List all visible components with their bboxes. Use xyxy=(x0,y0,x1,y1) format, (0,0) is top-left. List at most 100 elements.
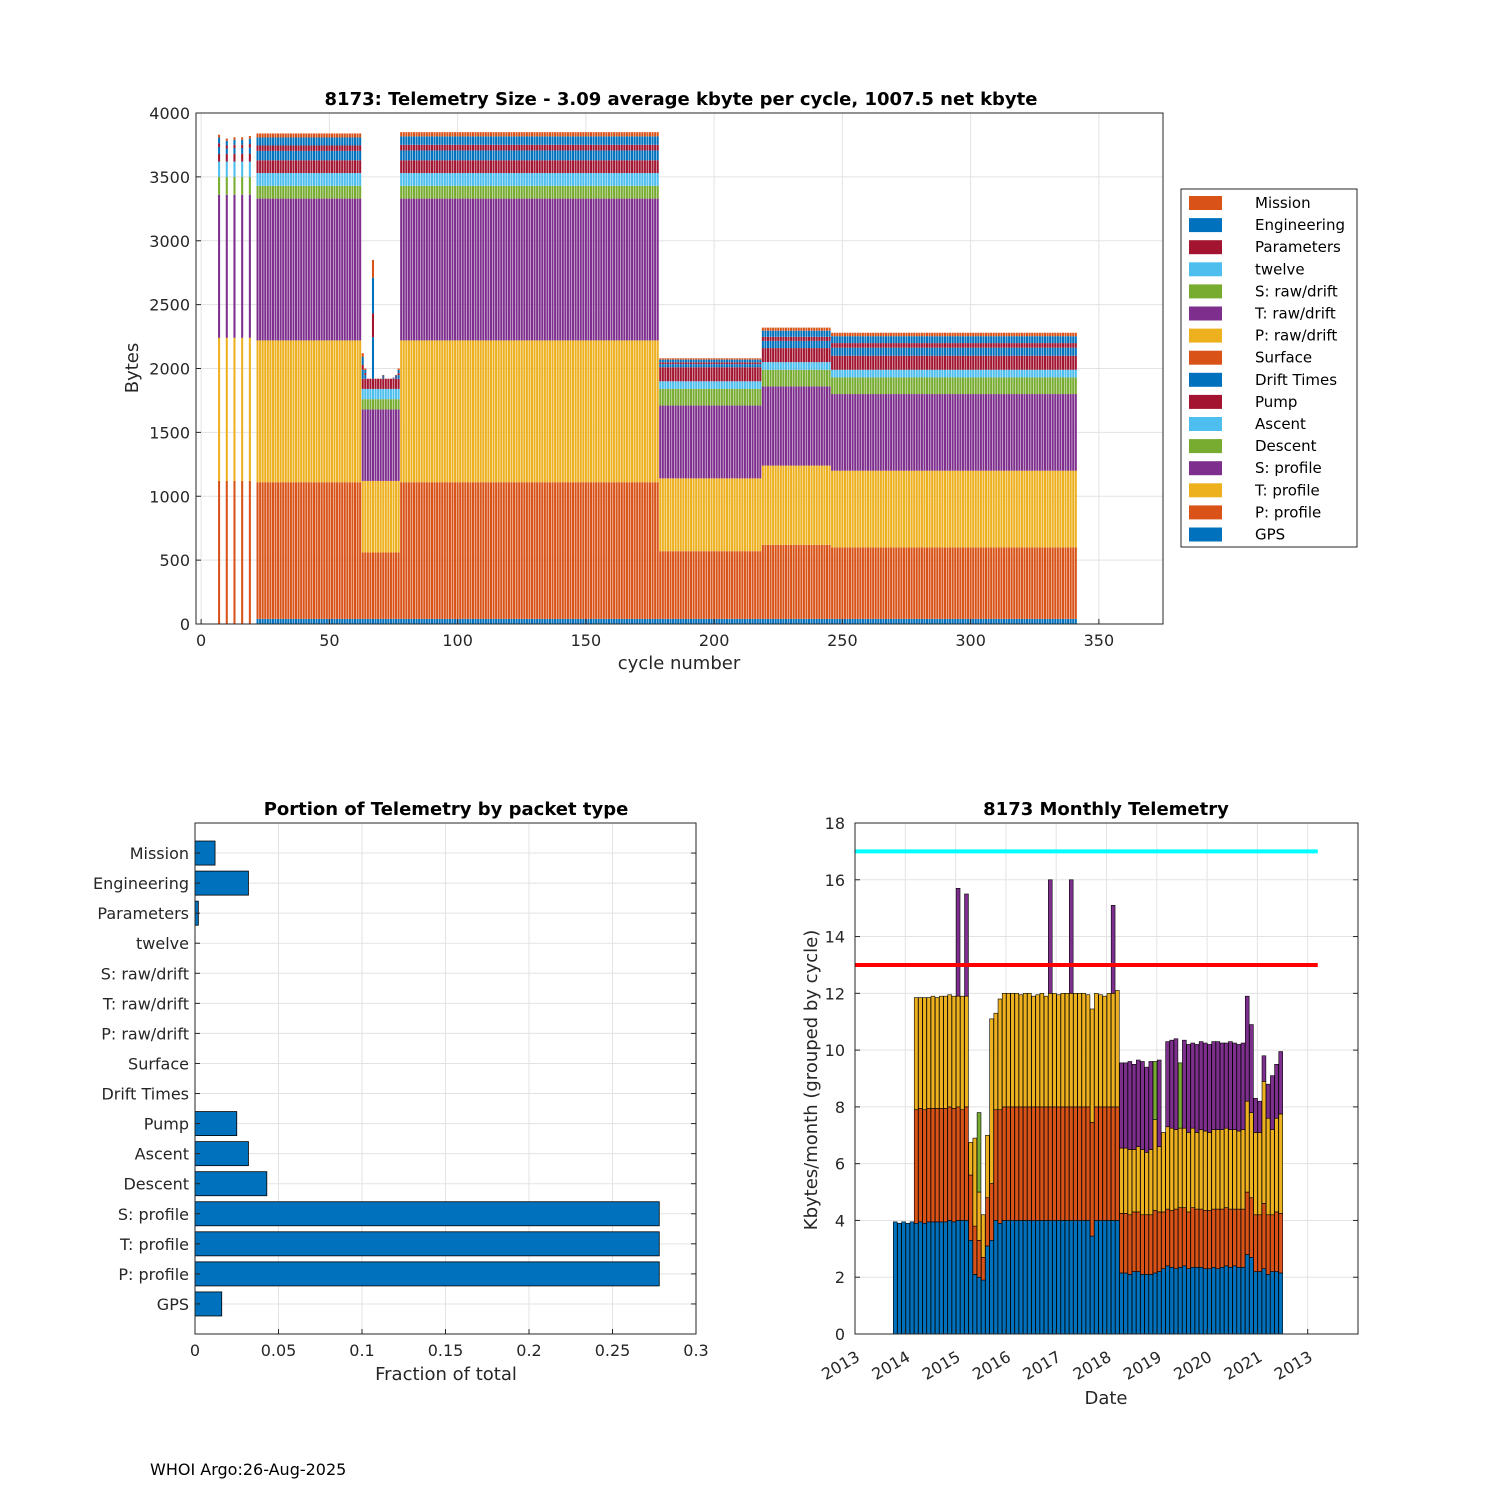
cycle-bar-segment xyxy=(987,470,990,548)
cycle-bar-segment xyxy=(566,618,569,624)
cycle-bar-segment xyxy=(1023,343,1026,348)
cycle-bar-segment xyxy=(287,340,290,483)
cycle-bar-segment xyxy=(546,132,549,137)
cycle-bar-segment xyxy=(823,544,826,619)
month-bar-segment xyxy=(1253,1098,1258,1133)
cycle-bar-segment xyxy=(672,367,675,382)
cycle-bar-segment xyxy=(436,173,439,186)
cycle-bar-segment xyxy=(992,369,995,378)
cycle-bar-segment xyxy=(1020,332,1023,337)
cycle-bar-segment xyxy=(790,336,793,341)
cycle-bar-segment xyxy=(266,173,269,186)
cycle-bar-segment xyxy=(859,332,862,337)
cycle-bar-segment xyxy=(592,136,595,145)
cycle-bar-segment xyxy=(425,132,428,137)
cycle-bar-segment xyxy=(651,144,654,151)
month-bar-segment xyxy=(1001,993,1007,1108)
cycle-bar-segment xyxy=(1038,332,1041,337)
cycle-bar-segment xyxy=(746,388,749,406)
cycle-bar-segment xyxy=(756,405,759,479)
cycle-bar-segment xyxy=(379,480,382,553)
cycle-bar-segment xyxy=(669,551,672,619)
cycle-bar-segment xyxy=(418,198,421,341)
cycle-bar-segment xyxy=(474,340,477,483)
cycle-bar-segment xyxy=(1056,332,1059,337)
cycle-bar-segment xyxy=(495,482,498,619)
cycle-bar-segment xyxy=(295,133,298,138)
cycle-bar-segment xyxy=(995,394,998,471)
cycle-bar-segment xyxy=(343,198,346,341)
cycle-bar-segment xyxy=(643,185,646,199)
cycle-bar-segment xyxy=(849,470,852,548)
cycle-bar-segment xyxy=(1028,618,1031,624)
cycle-bar-segment xyxy=(969,394,972,471)
cycle-bar-segment xyxy=(687,359,690,363)
month-bar-segment xyxy=(955,887,961,997)
cycle-bar-segment xyxy=(628,160,631,174)
cycle-bar-segment xyxy=(895,347,898,356)
cycle-bar-segment xyxy=(792,327,795,331)
cycle-bar-segment xyxy=(615,132,618,137)
cycle-bar-segment xyxy=(723,381,726,389)
cycle-bar-segment xyxy=(443,173,446,186)
cycle-bar-segment xyxy=(318,340,321,483)
cycle-bar-segment xyxy=(382,375,385,377)
cycle-bar-segment xyxy=(656,482,659,619)
br-ytick-label: 2 xyxy=(835,1268,845,1287)
month-bar-segment xyxy=(1110,1220,1116,1335)
month-bar-segment xyxy=(893,1221,898,1335)
cycle-bar-segment xyxy=(318,618,321,624)
cycle-bar-segment xyxy=(951,332,954,337)
cycle-bar-segment xyxy=(400,173,403,186)
cycle-bar-segment xyxy=(672,358,675,360)
cycle-bar-segment xyxy=(933,347,936,356)
cycle-bar-segment xyxy=(584,150,587,161)
cycle-bar-segment xyxy=(718,358,721,360)
cycle-bar-segment xyxy=(949,618,952,624)
top-ylabel: Bytes xyxy=(122,343,143,394)
cycle-bar-segment xyxy=(1067,332,1070,337)
cycle-bar-segment xyxy=(271,198,274,341)
cycle-bar-segment xyxy=(282,618,285,624)
cycle-bar-segment xyxy=(507,185,510,199)
cycle-bar-segment xyxy=(636,144,639,151)
cycle-bar-segment xyxy=(610,160,613,174)
cycle-bar-segment xyxy=(623,185,626,199)
cycle-bar-segment xyxy=(402,482,405,619)
cycle-bar-segment xyxy=(672,405,675,479)
cycle-bar-segment xyxy=(820,369,823,387)
cycle-bar-segment xyxy=(474,132,477,137)
cycle-bar-segment xyxy=(792,465,795,545)
cycle-bar-segment xyxy=(905,332,908,337)
cycle-bar-segment xyxy=(1069,343,1072,348)
cycle-bar-segment xyxy=(320,482,323,619)
cycle-bar-segment xyxy=(523,136,526,145)
cycle-bar-segment xyxy=(502,136,505,145)
cycle-bar-segment xyxy=(713,405,716,479)
cycle-bar-segment xyxy=(731,618,734,624)
legend-swatch xyxy=(1189,350,1222,365)
cycle-bar-segment xyxy=(705,478,708,552)
cycle-bar-segment xyxy=(333,340,336,483)
cycle-bar-segment xyxy=(941,343,944,348)
cycle-bar-segment xyxy=(1072,343,1075,348)
cycle-bar-segment xyxy=(764,465,767,545)
cycle-bar-segment xyxy=(764,386,767,466)
cycle-bar-segment xyxy=(787,336,790,341)
cycle-bar-segment xyxy=(269,150,272,161)
cycle-bar-segment xyxy=(846,347,849,356)
cycle-bar-segment xyxy=(961,369,964,378)
cycle-bar-segment xyxy=(387,552,390,619)
cycle-bar-segment xyxy=(564,160,567,174)
cycle-bar-segment xyxy=(705,618,708,624)
cycle-bar-segment xyxy=(279,145,282,151)
cycle-bar-segment xyxy=(300,198,303,341)
cycle-bar-segment xyxy=(461,185,464,199)
cycle-bar-segment xyxy=(813,618,816,624)
cycle-bar-segment xyxy=(382,377,385,379)
cycle-bar-segment xyxy=(928,377,931,395)
cycle-bar-segment xyxy=(723,358,726,360)
cycle-bar-segment xyxy=(823,386,826,466)
cycle-bar-segment xyxy=(279,137,282,146)
cycle-bar-segment xyxy=(528,160,531,174)
